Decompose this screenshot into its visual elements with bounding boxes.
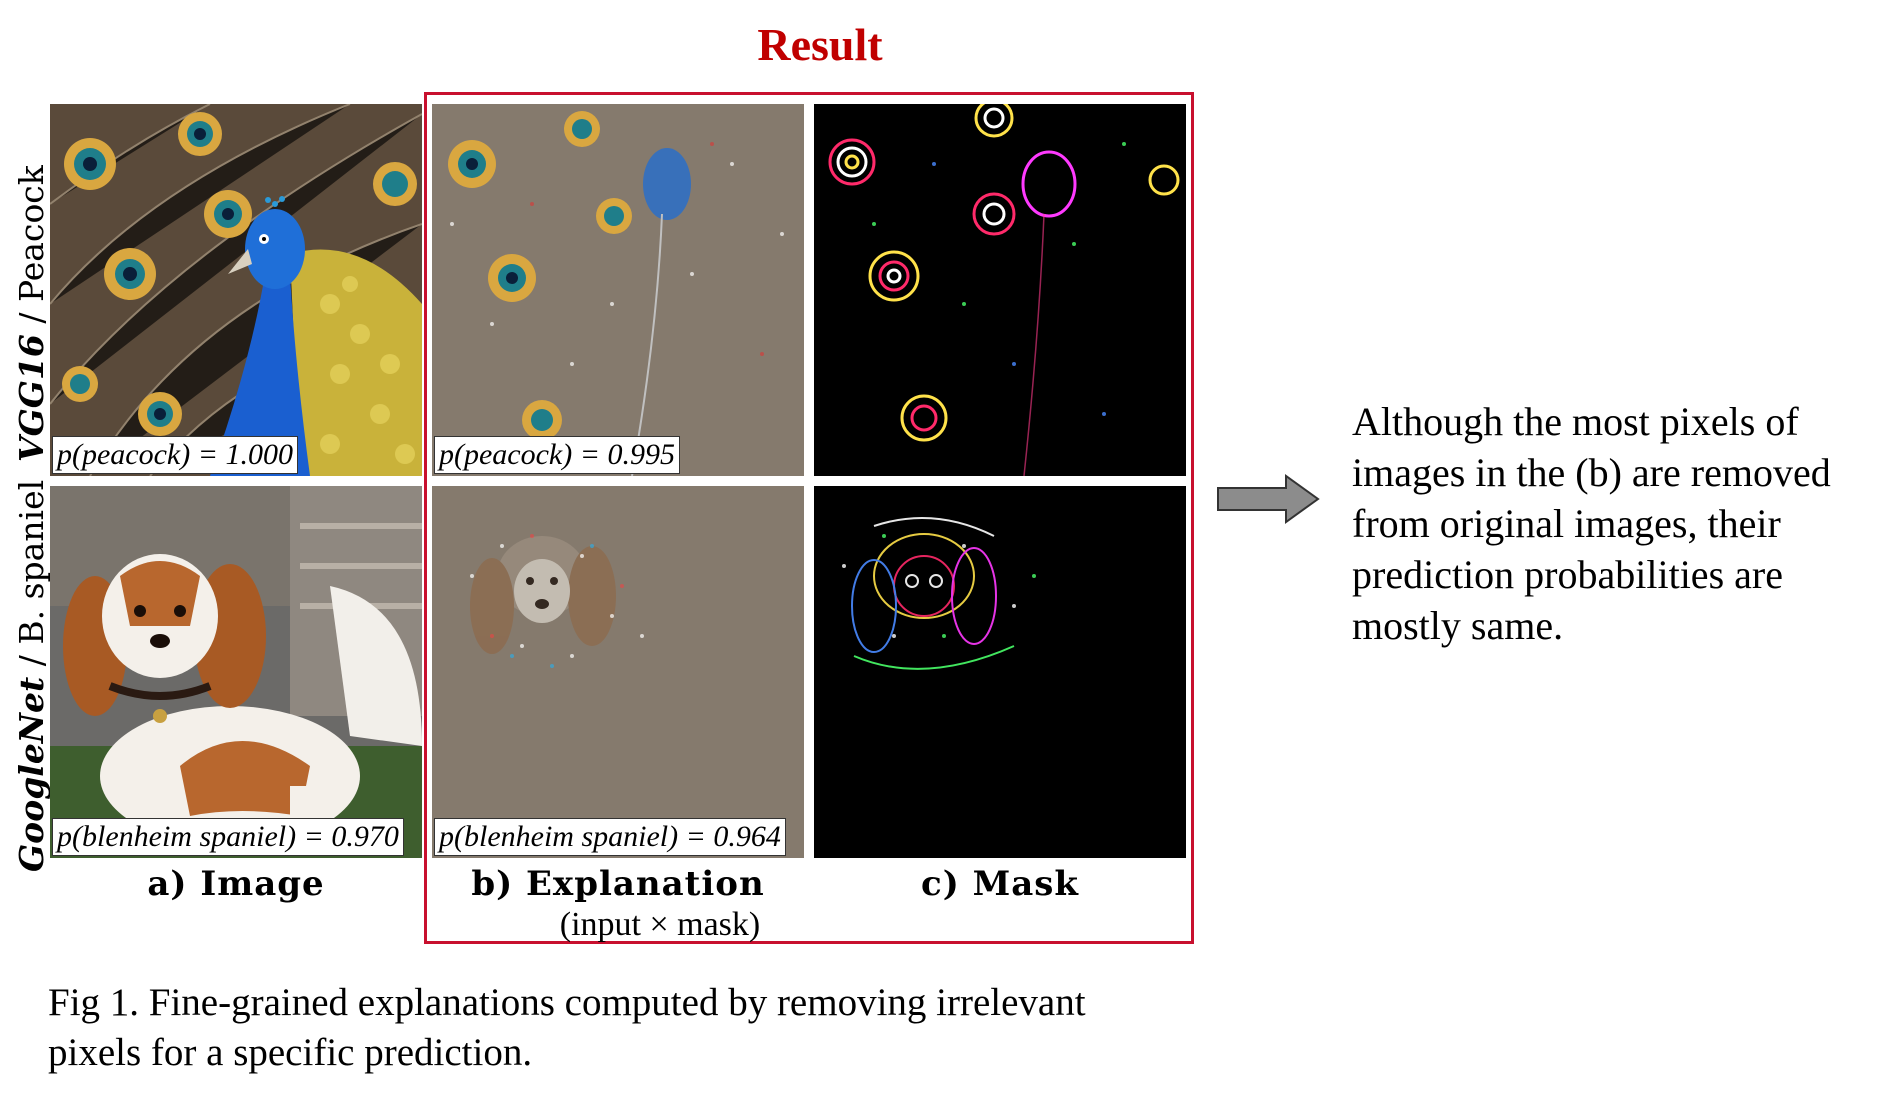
row-label-vgg16: VGG16 / Peacock [12,165,51,462]
side-note-line: prediction probabilities are [1352,552,1783,597]
row-label-googlenet: GoogleNet / B. spaniel [12,479,51,872]
figure-caption: Fig 1. Fine-grained explanations compute… [48,978,1248,1078]
side-note-line: Although the most pixels of [1352,399,1799,444]
side-note-line: mostly same. [1352,603,1564,648]
column-label-image: a) Image [147,864,325,904]
column-label-explanation: b) Explanation [471,864,765,904]
prob-label-image-spaniel: p(blenheim spaniel) = 0.970 [52,818,404,856]
mask-spaniel [814,486,1186,858]
prob-label-explanation-peacock: p(peacock) = 0.995 [434,436,680,474]
right-arrow-icon [1217,474,1320,524]
side-note: Although the most pixels of images in th… [1352,396,1892,651]
side-note-line: from original images, their [1352,501,1781,546]
column-label-explanation-sub: (input × mask) [559,906,761,943]
explanation-peacock: p(peacock) = 0.995 [432,104,804,476]
prob-label-image-peacock: p(peacock) = 1.000 [52,436,298,474]
column-label-mask: c) Mask [921,864,1079,904]
side-note-line: images in the (b) are removed [1352,450,1831,495]
result-box [424,92,1194,944]
explanation-spaniel: p(blenheim spaniel) = 0.964 [432,486,804,858]
caption-line-1: Fig 1. Fine-grained explanations compute… [48,981,1086,1024]
prob-label-explanation-spaniel: p(blenheim spaniel) = 0.964 [434,818,786,856]
image-spaniel: p(blenheim spaniel) = 0.970 [50,486,422,858]
mask-peacock [814,104,1186,476]
result-title: Result [757,19,883,70]
image-peacock: p(peacock) = 1.000 [50,104,422,476]
caption-line-2: pixels for a specific prediction. [48,1031,533,1074]
